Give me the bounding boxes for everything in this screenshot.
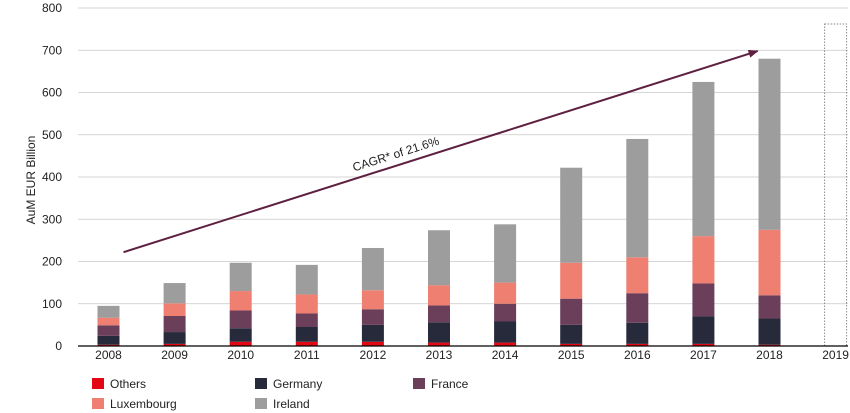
legend: Others Germany France Luxembourg Ireland [92, 377, 469, 411]
x-tick-label: 2008 [95, 348, 122, 362]
bars [97, 23, 848, 347]
bar-segment-luxembourg-2013 [428, 285, 450, 306]
bar-segment-others-2011 [295, 341, 318, 346]
bar-segment-ireland-2010 [229, 262, 252, 292]
y-axis-ticks: 0 100 200 300 400 500 600 700 800 [42, 1, 62, 353]
y-tick-label: 500 [42, 128, 62, 142]
placeholder-bar-2019 [824, 23, 848, 347]
y-tick-label: 800 [42, 1, 62, 15]
legend-label-germany: Germany [273, 377, 322, 391]
bar-segment-germany-2008 [97, 335, 120, 345]
gridlines [78, 7, 848, 305]
bar-segment-france-2012 [361, 309, 384, 325]
bar-segment-others-2016 [626, 343, 649, 346]
x-tick-label: 2010 [227, 348, 254, 362]
bar-segment-france-2014 [494, 303, 517, 322]
bar-segment-others-2018 [758, 344, 781, 346]
bar-segment-germany-2012 [361, 324, 384, 342]
bar-segment-ireland-2012 [361, 247, 384, 291]
legend-swatch-germany [255, 378, 267, 389]
bar-segment-france-2011 [295, 313, 318, 327]
legend-swatch-luxembourg [92, 398, 104, 409]
bar-segment-luxembourg-2017 [692, 236, 715, 284]
y-tick-label: 300 [42, 212, 62, 226]
bar-segment-luxembourg-2008 [97, 317, 120, 326]
bar-segment-germany-2016 [626, 322, 649, 344]
bar-segment-germany-2010 [229, 328, 252, 342]
bar-segment-germany-2014 [494, 321, 517, 343]
bar-segment-ireland-2014 [494, 224, 517, 283]
bar-segment-luxembourg-2009 [163, 303, 186, 317]
trend-arrow: CAGR* of 21.6% [123, 50, 759, 254]
bar-segment-germany-2018 [758, 318, 781, 345]
bar-segment-france-2015 [560, 298, 583, 325]
bar-segment-others-2017 [692, 343, 715, 346]
bar-segment-france-2009 [163, 316, 186, 333]
bar-segment-ireland-2008 [97, 305, 120, 318]
bar-segment-france-2018 [758, 295, 781, 319]
y-tick-label: 200 [42, 255, 62, 269]
bar-segment-germany-2017 [692, 316, 715, 344]
bar-segment-luxembourg-2014 [494, 282, 517, 304]
bar-segment-germany-2011 [295, 326, 318, 342]
bar-segment-luxembourg-2012 [361, 290, 384, 310]
bar-segment-ireland-2017 [692, 81, 715, 237]
bar-segment-others-2009 [163, 343, 186, 346]
bar-segment-luxembourg-2018 [758, 229, 781, 296]
bar-segment-france-2016 [626, 293, 649, 323]
y-tick-label: 100 [42, 297, 62, 311]
x-tick-label: 2019 [822, 348, 849, 362]
bar-segment-france-2010 [229, 310, 252, 329]
bar-segment-ireland-2013 [428, 230, 450, 286]
bar-segment-france-2008 [97, 325, 120, 336]
trend-label: CAGR* of 21.6% [351, 134, 441, 175]
bar-segment-ireland-2011 [295, 264, 318, 295]
bar-segment-others-2013 [428, 342, 450, 346]
bar-segment-germany-2015 [560, 324, 583, 344]
bar-segment-luxembourg-2011 [295, 294, 318, 314]
bar-segment-others-2014 [494, 342, 517, 346]
bar-segment-ireland-2016 [626, 138, 649, 258]
x-tick-label: 2014 [492, 348, 519, 362]
bar-segment-luxembourg-2010 [229, 291, 252, 311]
bar-segment-others-2012 [361, 341, 384, 346]
x-tick-label: 2018 [756, 348, 783, 362]
x-tick-label: 2016 [624, 348, 651, 362]
y-tick-label: 700 [42, 43, 62, 57]
legend-label-ireland: Ireland [273, 397, 310, 411]
x-tick-label: 2009 [161, 348, 188, 362]
bar-segment-luxembourg-2016 [626, 257, 649, 294]
bar-segment-others-2015 [560, 343, 583, 346]
bar-segment-ireland-2015 [560, 167, 583, 263]
x-tick-label: 2015 [558, 348, 585, 362]
x-axis-ticks: 2008 2009 2010 2011 2012 2013 2014 2015 2016 2017… [95, 348, 849, 362]
bar-segment-others-2008 [97, 344, 120, 346]
bar-segment-ireland-2018 [758, 58, 781, 230]
bar-segment-ireland-2009 [163, 283, 186, 304]
y-axis-title: AuM EUR Billion [24, 136, 38, 225]
bar-segment-others-2010 [229, 341, 252, 346]
trend-line [123, 50, 759, 254]
bar-segment-luxembourg-2015 [560, 262, 583, 299]
legend-swatch-others [92, 378, 104, 389]
legend-label-others: Others [110, 377, 146, 391]
y-tick-label: 400 [42, 170, 62, 184]
y-tick-label: 600 [42, 86, 62, 100]
legend-label-luxembourg: Luxembourg [110, 397, 177, 411]
x-tick-label: 2011 [294, 348, 320, 362]
bar-segment-france-2017 [692, 283, 715, 317]
legend-swatch-france [413, 378, 425, 389]
legend-swatch-ireland [255, 398, 267, 409]
x-tick-label: 2017 [690, 348, 717, 362]
x-tick-label: 2013 [426, 348, 453, 362]
bar-segment-germany-2013 [428, 322, 450, 343]
x-tick-label: 2012 [360, 348, 387, 362]
bar-segment-france-2013 [428, 305, 450, 323]
y-tick-label: 0 [55, 339, 62, 353]
bar-segment-germany-2009 [163, 332, 186, 344]
legend-label-france: France [431, 377, 469, 391]
